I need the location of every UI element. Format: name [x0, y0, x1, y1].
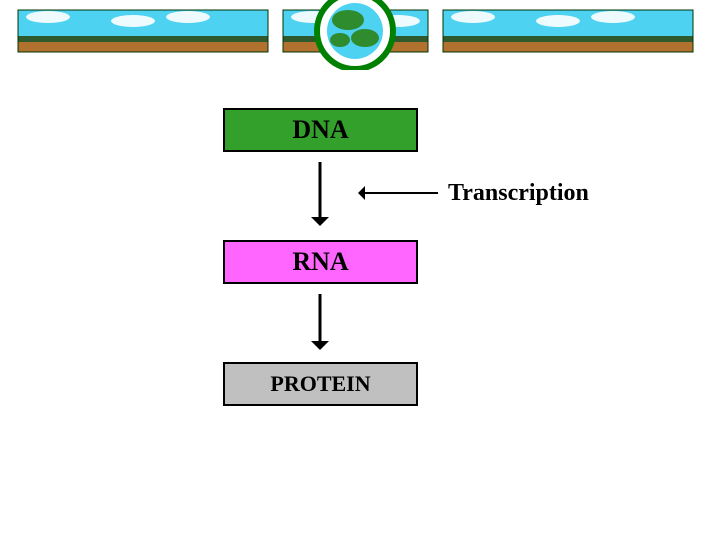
node-rna-label: RNA: [292, 247, 348, 277]
header-banner: [0, 0, 720, 65]
node-dna: DNA: [223, 108, 418, 152]
header-svg: [0, 0, 720, 70]
transcription-label: Transcription: [448, 180, 589, 207]
node-protein-label: PROTEIN: [270, 371, 370, 397]
node-protein: PROTEIN: [223, 362, 418, 406]
node-rna: RNA: [223, 240, 418, 284]
node-dna-label: DNA: [292, 115, 348, 145]
transcription-text: Transcription: [448, 180, 589, 206]
